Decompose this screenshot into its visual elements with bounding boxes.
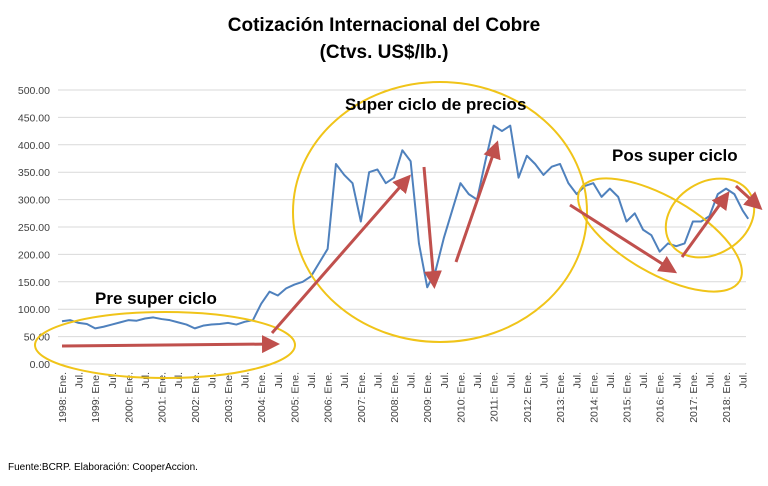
x-tick-label: 2016: Ene. [655, 372, 667, 423]
trend-arrows [61, 140, 763, 354]
gridlines [58, 89, 746, 365]
arrow-flat [61, 335, 280, 354]
x-tick-label: 2013: Ene. [555, 372, 567, 423]
y-tick-label: 0.00 [30, 359, 51, 371]
y-tick-label: 400.00 [18, 140, 50, 152]
x-tick-label: Jul. [505, 372, 517, 388]
x-tick-label: 2017: Ene. [688, 372, 700, 423]
x-tick-label: Jul. [671, 372, 683, 388]
y-tick-label: 450.00 [18, 112, 50, 124]
x-axis: 1998: Ene. Jul. 1999: Ene. Jul. 2000: Ene. Ju… [57, 372, 750, 423]
x-tick-label: 2000: Ene. [123, 372, 135, 423]
x-tick-label: 2004: Ene. [256, 372, 268, 423]
x-tick-label: Jul. [704, 372, 716, 388]
x-tick-label: 2010: Ene. [455, 372, 467, 423]
x-tick-label: Jul. [372, 372, 384, 388]
x-tick-label: 2008: Ene. [389, 372, 401, 423]
annotation-pre-super-ciclo: Pre super ciclo [95, 289, 217, 308]
x-tick-label: Jul. [406, 372, 418, 388]
x-tick-label: 2012: Ene. [522, 372, 534, 423]
x-tick-label: Jul. [173, 372, 185, 388]
y-tick-label: 150.00 [18, 277, 50, 289]
x-tick-label: 2009: Ene. [422, 372, 434, 423]
x-tick-label: 2015: Ene. [621, 372, 633, 423]
series-line-copper [61, 124, 750, 330]
y-tick-label: 250.00 [18, 222, 50, 234]
arrow-down-pos [569, 203, 678, 274]
y-tick-label: 500.00 [18, 85, 50, 97]
x-tick-label: Jul. [140, 372, 152, 388]
ellipse-super-ciclo [292, 81, 588, 343]
x-tick-label: Jul. [605, 372, 617, 388]
annotation-super-ciclo: Super ciclo de precios [345, 95, 526, 114]
x-tick-label: 2007: Ene. [356, 372, 368, 423]
arrow-up-pos [680, 191, 730, 258]
x-tick-label: 2014: Ene. [588, 372, 600, 423]
chart-subtitle: (Ctvs. US$/lb.) [320, 42, 449, 63]
y-tick-label: 350.00 [18, 167, 50, 179]
x-tick-label: Jul. [638, 372, 650, 388]
ellipse-pos-super-ciclo-decline [577, 177, 743, 293]
y-tick-label: 300.00 [18, 195, 50, 207]
x-tick-label: 2006: Ene. [323, 372, 335, 423]
x-tick-label: Jul. [74, 372, 86, 388]
x-tick-label: Jul. [439, 372, 451, 388]
x-tick-label: 2001: Ene. [157, 372, 169, 423]
x-tick-label: 2003: Ene. [223, 372, 235, 423]
x-tick-label: 1998: Ene. [57, 372, 69, 423]
chart-title: Cotización Internacional del Cobre [228, 15, 541, 36]
x-tick-label: Jul. [273, 372, 285, 388]
arrow-up-1 [270, 174, 411, 334]
x-tick-label: 2018: Ene. [721, 372, 733, 423]
x-tick-label: Jul. [306, 372, 318, 388]
x-tick-label: Jul. [538, 372, 550, 388]
highlight-ellipses [34, 81, 756, 379]
x-tick-label: Jul. [738, 372, 750, 388]
y-tick-label: 100.00 [18, 304, 50, 316]
arrow-down-2008 [422, 166, 442, 289]
x-tick-label: 2005: Ene. [289, 372, 301, 423]
x-tick-label: Jul. [472, 372, 484, 388]
annotation-pos-super-ciclo: Pos super ciclo [612, 146, 738, 165]
y-tick-label: 200.00 [18, 249, 50, 261]
x-tick-label: 2002: Ene. [190, 372, 202, 423]
x-tick-label: 2011: Ene. [489, 372, 501, 422]
x-tick-label: Jul. [240, 372, 252, 388]
arrow-up-2 [454, 140, 501, 263]
y-axis: 0.0050.00100.00150.00200.00250.00300.003… [18, 85, 50, 371]
arrow-down-2018 [734, 184, 763, 211]
ellipse-pre-super-ciclo [34, 311, 296, 379]
x-tick-label: Jul. [572, 372, 584, 388]
x-tick-label: Jul. [339, 372, 351, 388]
source-note: Fuente:BCRP. Elaboración: CooperAccion. [8, 462, 198, 473]
x-tick-label: 1999: Ene. [90, 372, 102, 423]
